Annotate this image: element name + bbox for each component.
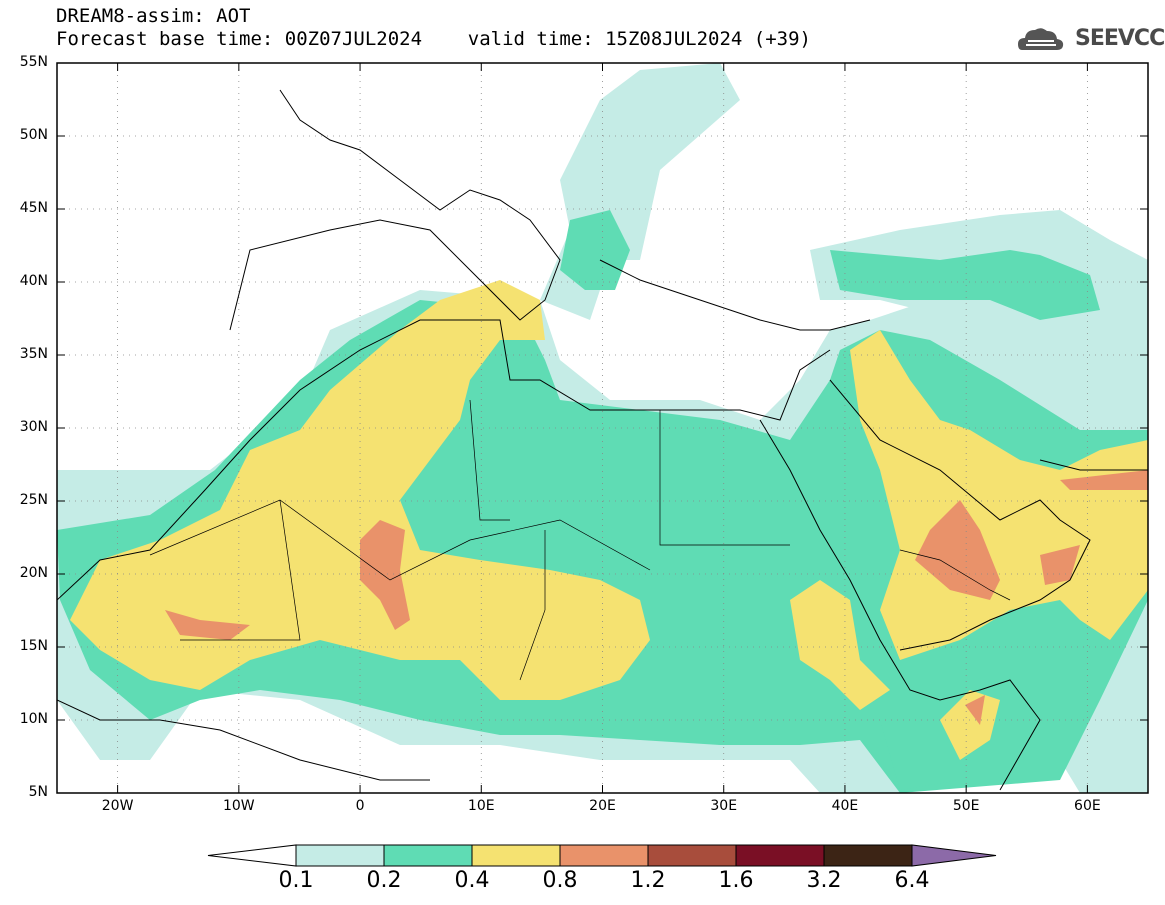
aot-field-0.8-iran [1060, 470, 1148, 490]
latitude-label: 35N [19, 346, 48, 362]
forecast-time-line: Forecast base time: 00Z07JUL2024 valid t… [56, 28, 811, 50]
seevccc-logo: SEEVCCC [1075, 26, 1165, 51]
latitude-label: 45N [19, 200, 48, 216]
longitude-label: 60E [1074, 798, 1101, 814]
country-borders [149, 399, 1011, 681]
latitude-label: 15N [19, 638, 48, 654]
longitude-label: 40E [831, 798, 859, 814]
latitude-label: 30N [19, 419, 48, 435]
colorbar-swatch [471, 844, 561, 867]
colorbar-label: 1.2 [630, 868, 666, 893]
colorbar-swatch [823, 844, 913, 867]
aot-field-0.8-arabia [915, 500, 1000, 600]
longitude-label: 10E [467, 798, 495, 814]
colorbar-swatch [647, 844, 737, 867]
aot-field-0.4-horn [790, 580, 890, 710]
longitude-label: 30E [710, 798, 738, 814]
cloud-icon [1018, 28, 1064, 50]
latitude-label: 10N [19, 711, 48, 727]
colorbar-label: 0.4 [454, 868, 490, 893]
colorbar-low-arrow [207, 844, 297, 867]
aot-field-0.8-sahel [360, 520, 410, 630]
longitude-label: 20E [589, 798, 616, 814]
aot-field-0.2-caspian [830, 250, 1100, 320]
colorbar-swatch [295, 844, 385, 867]
coastlines [57, 89, 1148, 791]
aot-field-0.4-arabia [850, 330, 1148, 660]
aot-field-0.8-somalia [965, 695, 985, 725]
colorbar-high-arrow [911, 844, 997, 867]
aot-fields [57, 63, 1148, 793]
colorbar-label: 0.1 [278, 868, 314, 893]
longitude-label: 50E [952, 798, 980, 814]
latitude-label: 50N [19, 127, 48, 143]
longitude-label: 10W [222, 798, 255, 814]
colorbar-label: 3.2 [806, 868, 842, 893]
aot-field-0.4-somalia [940, 690, 1000, 760]
colorbar-swatch [735, 844, 825, 867]
colorbar-label: 6.4 [894, 868, 930, 893]
colorbar-label: 0.2 [366, 868, 402, 893]
longitude-label: 20W [101, 798, 134, 814]
latitude-label: 40N [19, 273, 48, 289]
latitude-label: 55N [19, 54, 48, 70]
colorbar-swatch [559, 844, 649, 867]
colorbar-label: 1.6 [718, 868, 754, 893]
latitude-label: 5N [28, 784, 48, 800]
latitude-label: 20N [19, 565, 48, 581]
colorbar-swatch [383, 844, 473, 867]
aot-field-0.8-mauritania [165, 610, 250, 640]
aot-field-0.8-oman [1040, 545, 1080, 585]
longitude-label: 0 [355, 798, 365, 814]
map-title: DREAM8-assim: AOT [56, 5, 251, 27]
aot-field-0.2-europe [560, 210, 630, 290]
latitude-label: 25N [19, 492, 48, 508]
colorbar-label: 0.8 [542, 868, 578, 893]
